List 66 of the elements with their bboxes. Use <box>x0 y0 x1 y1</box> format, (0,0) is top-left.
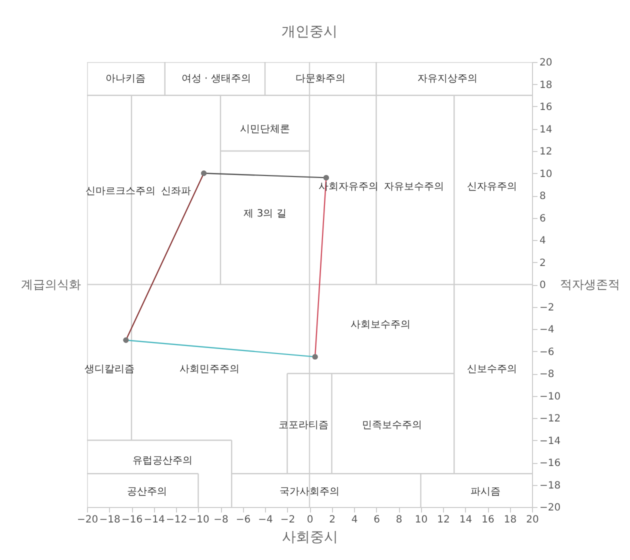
x-tick-label: 14 <box>459 514 472 526</box>
x-tick-label: −12 <box>166 514 188 526</box>
y-tick-label: 20 <box>540 58 552 68</box>
y-tick-label: −8 <box>540 369 554 380</box>
x-tick-label: −4 <box>258 514 273 526</box>
x-tick-label: −20 <box>76 514 98 526</box>
text: 계급의식화 <box>21 278 81 292</box>
annotation: 파시즘 <box>470 486 500 498</box>
x-tick-label: 20 <box>526 514 539 526</box>
annotation: 유럽공산주의 <box>132 455 193 466</box>
annotation: 신보수주의 <box>466 364 517 376</box>
x-tick-label: 0 <box>306 514 314 526</box>
y-tick-label: 4 <box>540 236 546 246</box>
annotation: 제 3의 길 <box>244 208 286 220</box>
annotation: 자유지상주의 <box>417 73 478 84</box>
annotation: 민족보수주의 <box>362 420 422 432</box>
annotation: 다문화주의 <box>296 73 346 84</box>
y-tick-label: −20 <box>540 502 561 514</box>
chart-title: 개인중시 <box>282 24 338 40</box>
x-tick-label: −2 <box>280 514 296 526</box>
annotation: 생디칼리즘 <box>84 364 134 376</box>
annotation: 국가사회주의 <box>280 486 340 498</box>
y-tick-label: −18 <box>540 480 561 492</box>
y-tick-label: −4 <box>540 324 554 336</box>
annotation: 자유보수주의 <box>384 182 444 193</box>
x-tick-label: −8 <box>214 514 228 526</box>
annotation: 신좌파 <box>161 186 191 198</box>
y-tick-label: −10 <box>540 391 561 402</box>
annotation: 시민단체론 <box>240 124 290 135</box>
y-tick-label: 12 <box>540 146 552 158</box>
y-tick-label: 14 <box>540 124 552 136</box>
annotation: 코포라티즘 <box>278 420 329 432</box>
x-tick-label: 4 <box>351 514 358 526</box>
annotation: 신마르크스주의 <box>85 186 156 198</box>
y-tick-label: 6 <box>540 213 546 224</box>
x-tick-label: 10 <box>414 514 428 526</box>
annotation: 신자유주의 <box>466 182 517 193</box>
y-tick-label: −16 <box>540 458 561 469</box>
x-tick-label: −16 <box>121 514 143 526</box>
x-tick-label: 8 <box>396 514 402 526</box>
annotation: 아나키즘 <box>106 73 146 84</box>
x-tick-label: 18 <box>504 514 517 526</box>
y-tick-label: 2 <box>540 258 546 269</box>
y-tick-label: 16 <box>540 102 552 113</box>
y-tick-label: −6 <box>540 346 554 358</box>
x-tick-label: 6 <box>374 514 380 526</box>
x-tick-label: −10 <box>188 514 210 526</box>
y-tick-label: −12 <box>540 414 561 424</box>
annotation: 사회민주주의 <box>179 364 240 376</box>
text: 적자생존적 <box>560 278 620 292</box>
x-tick-label: 12 <box>437 514 450 526</box>
y-tick-label: 8 <box>540 191 546 202</box>
x-tick-label: −18 <box>99 514 120 526</box>
annotation: 사회보수주의 <box>350 320 411 331</box>
x-tick-label: 16 <box>482 514 494 526</box>
y-tick-label: −14 <box>540 436 561 447</box>
x-tick-label: 2 <box>329 514 336 526</box>
x-tick-label: −14 <box>144 514 165 526</box>
x-tick-label: −6 <box>236 514 251 526</box>
y-tick-label: 10 <box>540 168 552 180</box>
y-tick-label: 0 <box>540 280 546 291</box>
x-axis-title: 사회중시 <box>282 530 338 546</box>
annotation: 공산주의 <box>127 486 168 498</box>
y-tick-label: −2 <box>540 302 554 314</box>
annotation: 여성 · 생태주의 <box>181 73 251 84</box>
y-tick-label: 18 <box>540 80 552 91</box>
